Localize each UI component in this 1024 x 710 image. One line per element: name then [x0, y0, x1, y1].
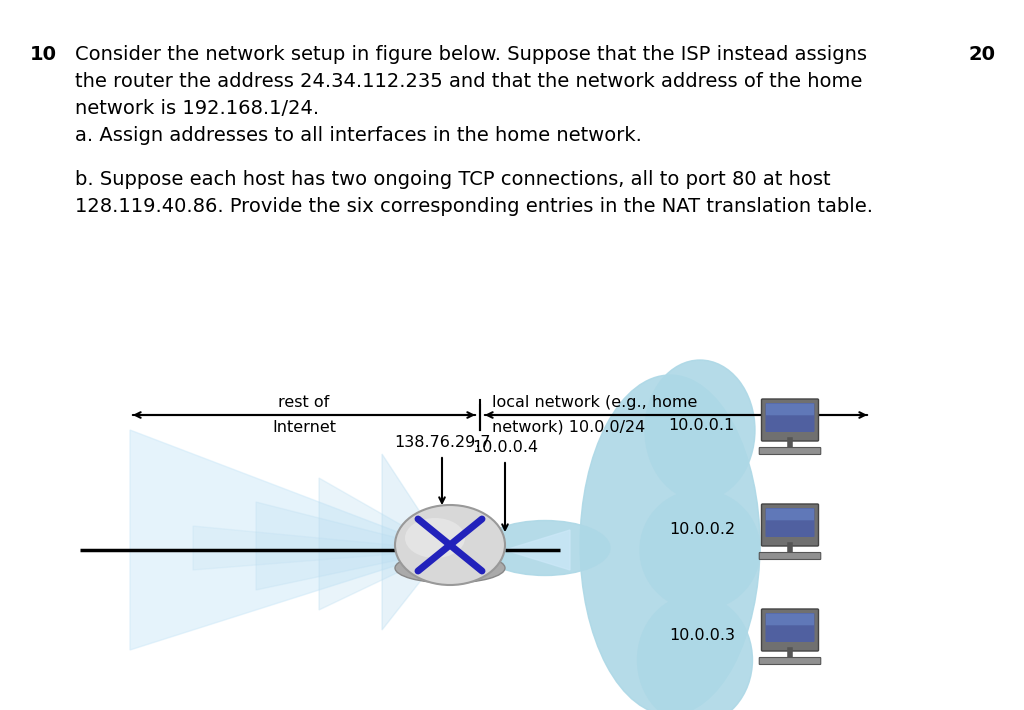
Text: 10.0.0.4: 10.0.0.4	[472, 440, 538, 455]
Polygon shape	[505, 530, 570, 570]
Text: 10: 10	[30, 45, 57, 64]
Ellipse shape	[580, 375, 760, 710]
FancyBboxPatch shape	[766, 613, 814, 642]
FancyBboxPatch shape	[762, 504, 818, 546]
Text: 10.0.0.2: 10.0.0.2	[669, 523, 735, 537]
Polygon shape	[319, 478, 445, 610]
FancyBboxPatch shape	[762, 609, 818, 651]
Ellipse shape	[395, 505, 505, 585]
Ellipse shape	[395, 553, 505, 583]
FancyBboxPatch shape	[766, 403, 814, 432]
FancyBboxPatch shape	[766, 508, 814, 537]
FancyBboxPatch shape	[766, 613, 814, 626]
Ellipse shape	[645, 360, 755, 500]
FancyBboxPatch shape	[766, 508, 814, 520]
Ellipse shape	[406, 518, 465, 558]
Text: 10.0.0.1: 10.0.0.1	[669, 417, 735, 432]
FancyBboxPatch shape	[759, 657, 821, 665]
Text: rest of: rest of	[279, 395, 330, 410]
Text: Consider the network setup in figure below. Suppose that the ISP instead assigns: Consider the network setup in figure bel…	[75, 45, 867, 64]
FancyBboxPatch shape	[759, 447, 821, 454]
Polygon shape	[130, 430, 445, 650]
Ellipse shape	[638, 595, 753, 710]
Text: 138.76.29.7: 138.76.29.7	[394, 435, 490, 450]
Polygon shape	[193, 526, 445, 570]
FancyBboxPatch shape	[759, 552, 821, 559]
Text: local network (e.g., home: local network (e.g., home	[492, 395, 697, 410]
Text: b. Suppose each host has two ongoing TCP connections, all to port 80 at host: b. Suppose each host has two ongoing TCP…	[75, 170, 830, 189]
FancyBboxPatch shape	[762, 399, 818, 441]
Text: 20: 20	[968, 45, 995, 64]
Text: network) 10.0.0/24: network) 10.0.0/24	[492, 420, 645, 435]
Polygon shape	[256, 502, 445, 590]
Ellipse shape	[480, 520, 610, 576]
Text: the router the address 24.34.112.235 and that the network address of the home: the router the address 24.34.112.235 and…	[75, 72, 862, 91]
Text: network is 192.168.1/24.: network is 192.168.1/24.	[75, 99, 319, 118]
Text: 128.119.40.86. Provide the six corresponding entries in the NAT translation tabl: 128.119.40.86. Provide the six correspon…	[75, 197, 873, 216]
FancyBboxPatch shape	[766, 403, 814, 415]
Ellipse shape	[640, 490, 760, 610]
Polygon shape	[382, 454, 445, 630]
Text: a. Assign addresses to all interfaces in the home network.: a. Assign addresses to all interfaces in…	[75, 126, 642, 145]
Text: Internet: Internet	[272, 420, 336, 435]
Text: 10.0.0.3: 10.0.0.3	[669, 628, 735, 643]
